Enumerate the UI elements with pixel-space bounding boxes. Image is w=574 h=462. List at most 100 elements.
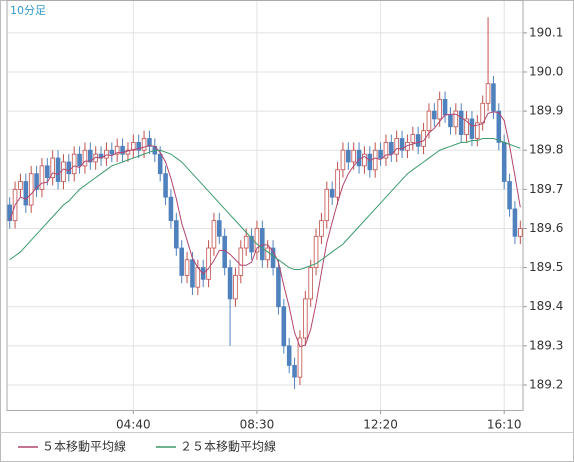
candle-body [211, 220, 217, 249]
candle-body [458, 110, 464, 135]
candle-body [303, 298, 308, 339]
ma-line [9, 137, 521, 271]
candle-body [340, 149, 346, 171]
y-tick-label: 189.6 [529, 221, 563, 235]
candle-body [141, 138, 147, 151]
candle-body [179, 247, 184, 276]
y-tick-label: 189.7 [529, 182, 563, 196]
candle-body [410, 134, 416, 143]
candle-body [496, 110, 502, 143]
legend-label: ５本移動平均線 [42, 439, 126, 454]
candle-body [356, 149, 362, 167]
y-tick-label: 189.4 [529, 299, 563, 313]
candle-body [308, 267, 313, 300]
y-tick-label: 189.3 [529, 338, 563, 352]
candle-body [335, 169, 340, 198]
candle-body [448, 114, 453, 128]
candle-body [82, 149, 88, 167]
candle-body [394, 138, 399, 155]
x-tick-label: 04:40 [116, 418, 151, 432]
candle-body [184, 259, 190, 276]
candle-body [34, 173, 39, 190]
candle-body [243, 235, 249, 249]
candle-body [518, 228, 523, 237]
y-tick-label: 189.2 [529, 377, 563, 391]
candle-body [190, 259, 195, 288]
candle-body [281, 306, 287, 347]
candle-body [136, 142, 141, 151]
candle-body [18, 181, 23, 190]
candle-body [437, 98, 442, 120]
candle-body [39, 165, 45, 190]
candle-body [55, 157, 61, 182]
candle-body [157, 153, 163, 175]
ma-line [9, 111, 521, 348]
x-tick-label: 16:10 [487, 418, 522, 432]
candle-body [475, 122, 480, 139]
candle-body [485, 83, 491, 104]
candle-body [383, 142, 389, 159]
y-tick-label: 190.1 [529, 25, 563, 39]
candle-body [109, 149, 115, 155]
plot-border [6, 0, 524, 411]
candle-body [104, 149, 109, 159]
candle-body [351, 149, 356, 163]
candle-body [507, 181, 512, 210]
candle-body [23, 181, 29, 206]
candle-body [469, 118, 475, 139]
candle-body [61, 161, 66, 182]
candle-body [329, 188, 335, 198]
candle-body [50, 157, 55, 179]
candle-body [432, 110, 437, 120]
candle-body [426, 110, 432, 132]
candle-body [147, 138, 152, 147]
candle-body [260, 228, 265, 261]
candle-body [399, 138, 405, 151]
candle-body [324, 188, 330, 222]
candle-body [249, 235, 254, 253]
candle-body [491, 83, 496, 112]
candle-body [174, 220, 179, 249]
candle-body [168, 196, 174, 222]
candle-body [480, 102, 485, 124]
candle-body [66, 161, 72, 175]
candle-body [389, 142, 394, 155]
candle-body [131, 142, 136, 151]
candle-body [238, 247, 244, 276]
candle-body [265, 247, 270, 261]
y-tick-label: 189.9 [529, 104, 563, 118]
candle-body [227, 267, 233, 300]
legend-label: ２５本移動平均線 [180, 439, 276, 454]
lines [9, 111, 521, 348]
candle-body [206, 247, 211, 280]
y-tick-label: 189.5 [529, 260, 563, 274]
candle-body [120, 145, 125, 155]
candle-body [319, 220, 324, 237]
timeframe-label: 10分足 [10, 4, 46, 17]
candle-body [372, 149, 378, 171]
candle-body [292, 365, 297, 378]
candle-body [125, 149, 131, 155]
candle-body [233, 275, 238, 300]
candle-body [88, 149, 93, 163]
candle-body [464, 118, 469, 135]
candle-body [254, 228, 260, 253]
candle-body [346, 149, 351, 163]
candle-body [195, 267, 201, 288]
candle-body [163, 173, 168, 198]
candle-body [442, 98, 448, 116]
candle-body [77, 153, 82, 167]
candle-body [297, 337, 303, 378]
y-tick-label: 189.8 [529, 143, 563, 157]
candle-body [217, 220, 222, 237]
candle-body [362, 153, 367, 167]
candle-body [501, 142, 507, 182]
candle-body [313, 235, 319, 268]
candle-body [415, 134, 421, 147]
candle-body [378, 149, 383, 159]
candle-body [71, 153, 77, 175]
candle-body [512, 208, 518, 237]
candle-body [367, 153, 373, 171]
